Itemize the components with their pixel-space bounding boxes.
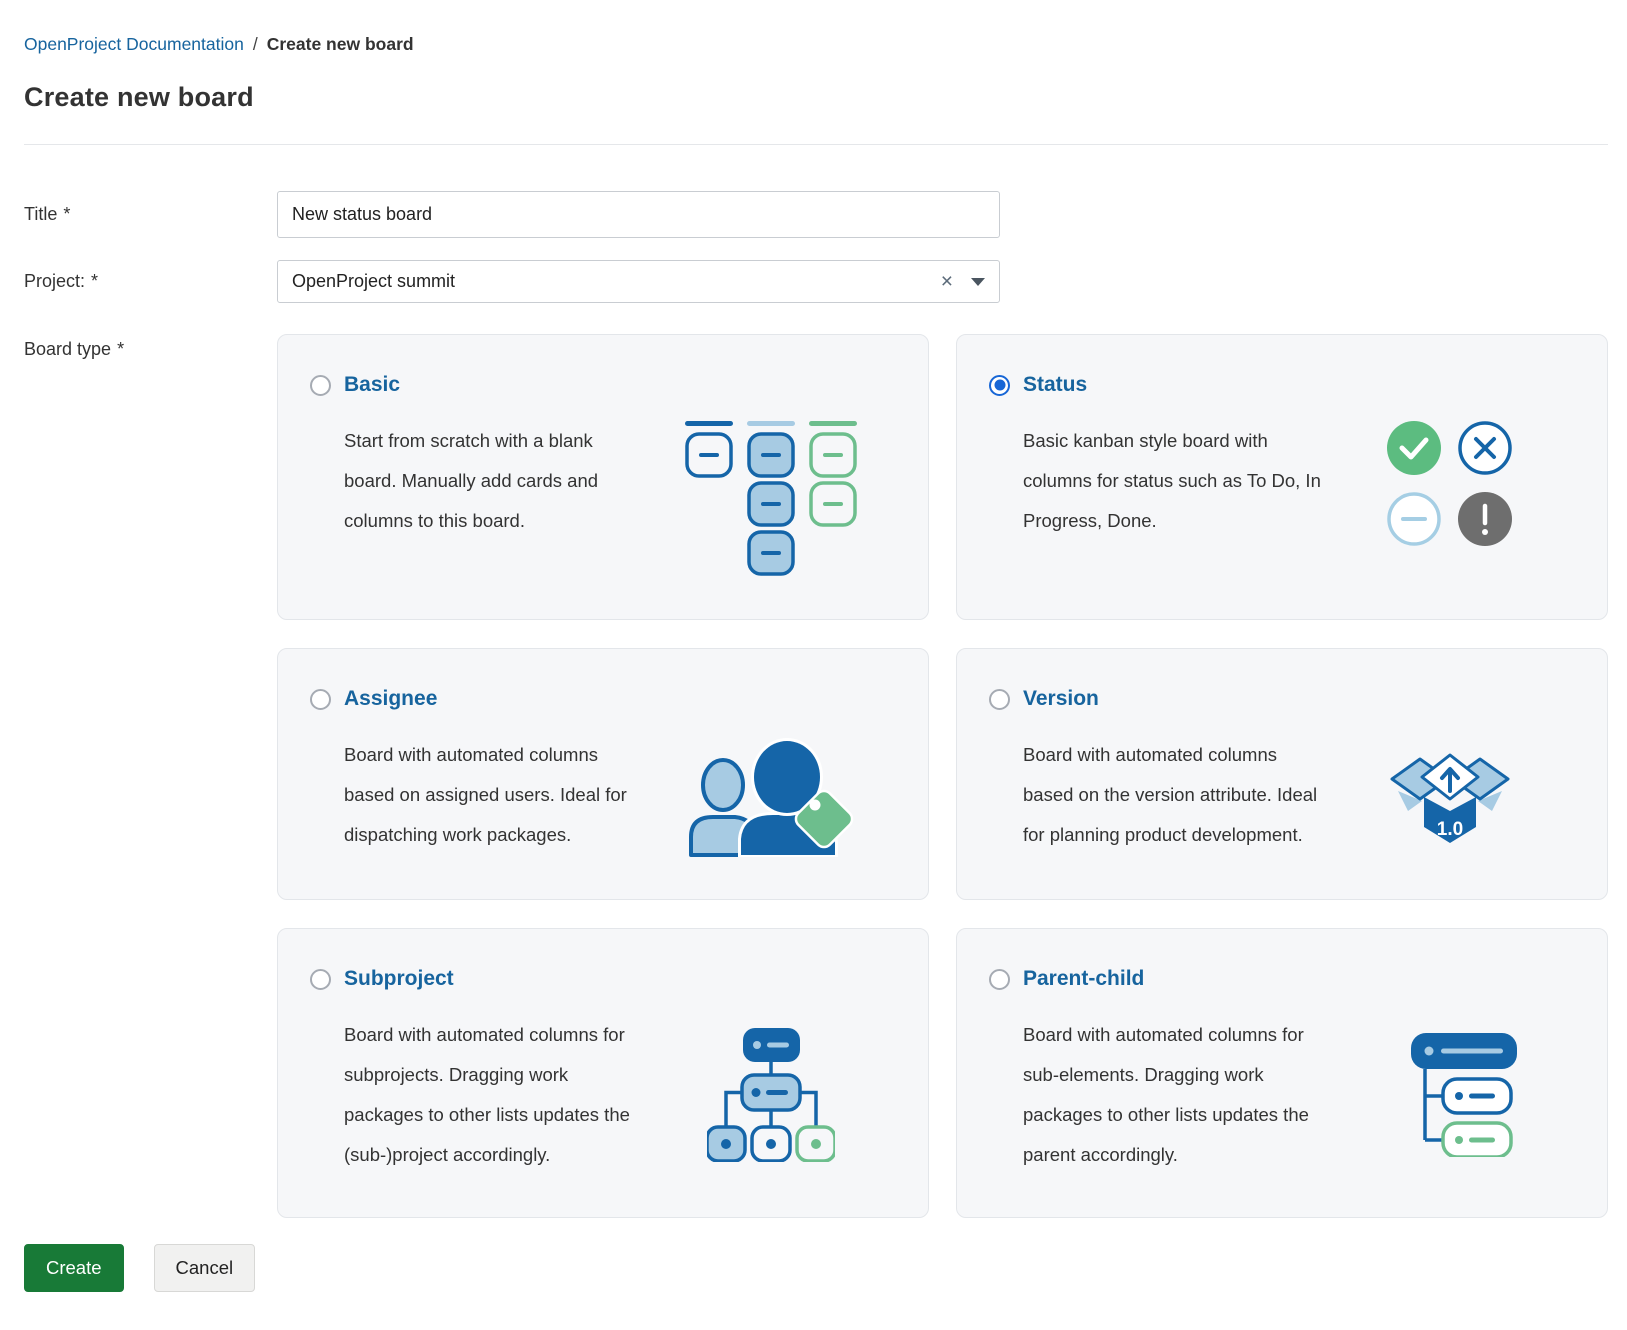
required-asterisk: *	[91, 271, 99, 291]
breadcrumb-separator: /	[252, 34, 258, 54]
breadcrumb: OpenProject Documentation / Create new b…	[24, 34, 1608, 55]
card-title-assignee[interactable]: Assignee	[344, 687, 438, 710]
board-type-card-parent-child[interactable]: Parent-child Board with automated column…	[956, 928, 1608, 1218]
board-form: Title* Project:* OpenProject summit × Bo…	[24, 191, 1608, 1218]
create-board-page: OpenProject Documentation / Create new b…	[0, 0, 1627, 1292]
radio-subproject[interactable]	[310, 968, 331, 990]
version-box-icon: 1.0	[1390, 753, 1510, 843]
parent-child-tree-icon	[1411, 1033, 1517, 1157]
exclamation-circle-icon	[1458, 492, 1512, 546]
board-type-card-basic[interactable]: Basic Start from scratch with a blank bo…	[277, 334, 929, 620]
assignee-users-icon	[689, 738, 854, 857]
title-row: Title *	[24, 191, 1608, 238]
card-desc-version: Board with automated columns based on th…	[1023, 744, 1318, 845]
card-desc-parent-child: Board with automated columns for sub-ele…	[1023, 1024, 1309, 1165]
title-label: Title *	[24, 204, 71, 224]
radio-status[interactable]	[989, 374, 1010, 396]
radio-assignee[interactable]	[310, 688, 331, 710]
subproject-hierarchy-icon	[707, 1028, 835, 1162]
radio-version[interactable]	[989, 688, 1010, 710]
header-divider	[24, 144, 1608, 145]
create-button[interactable]: Create	[24, 1244, 124, 1292]
card-desc-status: Basic kanban style board with columns fo…	[1023, 430, 1321, 531]
required-asterisk: *	[117, 339, 125, 359]
version-label: 1.0	[1437, 819, 1463, 840]
clear-icon[interactable]: ×	[940, 270, 953, 293]
project-row: Project: * OpenProject summit ×	[24, 260, 1608, 303]
close-circle-icon	[1458, 421, 1512, 475]
card-desc-basic: Start from scratch with a blank board. M…	[344, 430, 599, 531]
required-asterisk: *	[63, 204, 71, 224]
project-selected-value: OpenProject summit	[292, 271, 456, 291]
dash-circle-icon	[1387, 492, 1441, 546]
card-desc-assignee: Board with automated columns based on as…	[344, 744, 627, 845]
board-type-card-assignee[interactable]: Assignee Board with automated columns ba…	[277, 648, 929, 900]
card-title-basic[interactable]: Basic	[344, 373, 401, 396]
board-type-card-version[interactable]: Version Board with automated columns bas…	[956, 648, 1608, 900]
board-type-card-subproject[interactable]: Subproject Board with automated columns …	[277, 928, 929, 1218]
radio-parent-child[interactable]	[989, 968, 1010, 990]
cancel-button[interactable]: Cancel	[153, 1244, 256, 1292]
page-title: Create new board	[24, 82, 254, 112]
board-type-card-status[interactable]: Status Basic kanban style board with col…	[956, 334, 1608, 620]
card-title-version[interactable]: Version	[1023, 687, 1099, 710]
card-desc-subproject: Board with automated columns for subproj…	[344, 1024, 630, 1165]
title-input[interactable]	[277, 191, 1000, 238]
card-title-status[interactable]: Status	[1023, 373, 1088, 396]
card-title-parent-child[interactable]: Parent-child	[1023, 967, 1145, 990]
breadcrumb-link-documentation[interactable]: OpenProject Documentation	[24, 34, 244, 54]
radio-basic[interactable]	[310, 374, 331, 396]
card-title-subproject[interactable]: Subproject	[344, 967, 454, 990]
check-circle-icon	[1387, 421, 1441, 475]
board-type-row: Board type * Basic Start from scratch wit…	[24, 334, 1608, 1218]
project-select[interactable]: OpenProject summit ×	[277, 260, 1000, 303]
board-type-grid: Basic Start from scratch with a blank bo…	[277, 334, 1608, 1218]
breadcrumb-current: Create new board	[266, 34, 414, 54]
form-actions: Create Cancel	[24, 1244, 1608, 1292]
dropdown-caret-icon[interactable]	[971, 277, 985, 286]
project-label: Project: *	[24, 271, 99, 291]
board-type-label: Board type *	[24, 339, 125, 359]
status-circles-icon	[1387, 421, 1512, 546]
basic-board-icon	[685, 421, 857, 576]
